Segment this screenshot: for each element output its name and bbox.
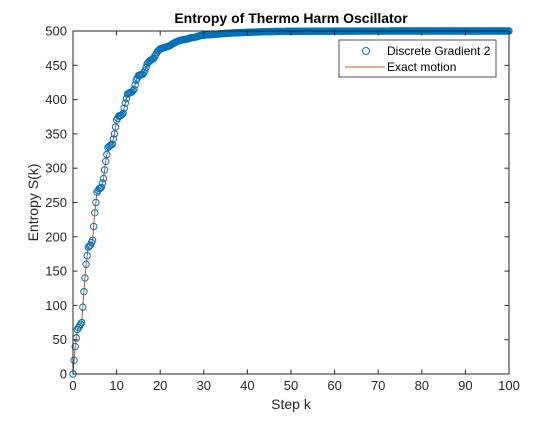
data-point <box>76 320 85 328</box>
x-tick-label: 30 <box>197 378 211 393</box>
data-point <box>83 251 91 260</box>
x-tick-label: 80 <box>415 378 429 393</box>
y-tick-label: 450 <box>45 58 67 73</box>
y-tick-label: 100 <box>45 298 67 313</box>
data-point <box>92 198 100 207</box>
data-point <box>142 63 150 72</box>
data-point <box>81 274 89 282</box>
data-point <box>95 185 103 193</box>
legend: Discrete Gradient 2 Exact motion <box>338 39 497 78</box>
data-point <box>120 104 128 112</box>
y-tick-label: 150 <box>45 264 67 279</box>
plot-area <box>73 31 509 374</box>
x-tick-label: 10 <box>109 378 123 393</box>
data-point <box>78 318 86 327</box>
y-tick-label: 500 <box>45 24 67 39</box>
data-point <box>106 141 114 150</box>
y-tick-label: 250 <box>45 195 67 210</box>
y-tick-label: 0 <box>60 367 67 382</box>
data-point <box>91 209 99 217</box>
data-point <box>110 130 119 138</box>
x-tick-label: 100 <box>498 378 520 393</box>
data-point <box>103 150 111 159</box>
data-point <box>117 111 125 120</box>
legend-marker-discrete-gradient <box>362 47 370 55</box>
data-point <box>97 183 106 192</box>
y-tick-label: 50 <box>53 332 67 347</box>
x-tick-label: 40 <box>240 378 254 393</box>
data-point <box>98 179 107 187</box>
data-point <box>111 123 120 131</box>
data-point <box>100 166 109 174</box>
legend-entry-exact-motion: Exact motion <box>387 60 456 74</box>
data-point <box>130 85 138 94</box>
legend-entry-discrete-gradient: Discrete Gradient 2 <box>387 44 491 58</box>
data-point <box>88 236 97 244</box>
data-point <box>99 174 108 183</box>
x-tick-label: 70 <box>371 378 385 393</box>
ticks-layer: 0 10 20 30 40 50 60 70 80 90 100 0 50 100 150 200 250 300… <box>45 24 520 394</box>
data-point <box>79 303 87 311</box>
x-axis-label: Step k <box>271 396 312 412</box>
x-tick-label: 60 <box>327 378 341 393</box>
data-point <box>70 356 78 364</box>
legend-box <box>338 39 497 78</box>
data-point <box>71 342 79 351</box>
data-point <box>82 260 90 268</box>
data-point <box>119 109 127 118</box>
data-point <box>131 81 139 89</box>
x-tick-label: 0 <box>69 378 76 393</box>
data-point <box>108 140 116 148</box>
data-point <box>102 157 110 166</box>
data-point <box>80 287 88 296</box>
data-point <box>121 99 130 107</box>
x-tick-label: 90 <box>458 378 472 393</box>
y-tick-label: 200 <box>45 229 67 244</box>
chart-title: Entropy of Thermo Harm Oscillator <box>174 10 408 26</box>
data-point <box>90 222 98 231</box>
x-tick-label: 50 <box>284 378 298 393</box>
y-axis-label: Entropy S(k) <box>25 164 41 242</box>
data-point <box>109 135 118 143</box>
data-point <box>141 67 149 75</box>
y-tick-label: 400 <box>45 92 67 107</box>
y-tick-label: 300 <box>45 161 67 176</box>
y-tick-label: 350 <box>45 126 67 141</box>
x-tick-label: 20 <box>153 378 167 393</box>
